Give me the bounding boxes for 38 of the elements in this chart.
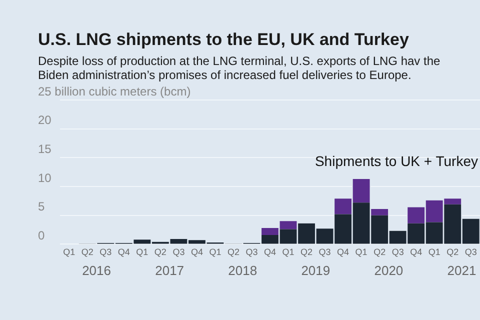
text: 2018 bbox=[228, 263, 258, 278]
x-tick-label: Q4 bbox=[264, 247, 276, 258]
y-tick-label: 5 bbox=[38, 200, 45, 214]
x-tick-label: Q3 bbox=[100, 247, 112, 258]
x-tick-label: Q2 bbox=[300, 247, 313, 258]
y-tick-label: 20 bbox=[38, 113, 52, 128]
text: 2019 bbox=[301, 263, 330, 278]
x-tick-label: Q1 bbox=[355, 247, 368, 258]
x-tick-label: Q3 bbox=[464, 247, 477, 258]
x-tick-label: Q3 bbox=[392, 247, 404, 258]
text: 2021 bbox=[447, 263, 476, 278]
y-tick-label: 25 billion cubic meters (bcm) bbox=[38, 84, 191, 98]
text: 2017 bbox=[155, 263, 184, 278]
x-tick-label: Q1 bbox=[136, 247, 148, 258]
text: 2020 bbox=[374, 263, 404, 278]
x-tick-label: Q2 bbox=[154, 247, 166, 258]
y-tick-label: 15 bbox=[38, 142, 52, 156]
x-tick-label: Q3 bbox=[246, 247, 258, 258]
x-tick-label: Q1 bbox=[282, 247, 294, 258]
x-tick-label: Q1 bbox=[209, 247, 222, 258]
x-tick-label: Q4 bbox=[118, 247, 130, 258]
x-tick-label: Q2 bbox=[227, 247, 240, 258]
x-tick-label: Q1 bbox=[63, 247, 76, 258]
x-tick-label: Q4 bbox=[190, 247, 203, 258]
x-tick-label: Q4 bbox=[337, 247, 350, 258]
x-tick-label: Q2 bbox=[446, 247, 459, 258]
y-tick-label: 10 bbox=[38, 170, 52, 185]
x-tick-label: Q2 bbox=[81, 247, 94, 258]
x-tick-label: Q3 bbox=[318, 247, 331, 258]
chart-title: U.S. LNG shipments to the EU, UK and Turkey bbox=[38, 30, 410, 50]
x-tick-label: Q4 bbox=[410, 247, 422, 258]
x-tick-label: Q2 bbox=[374, 247, 386, 258]
text: Shipments to UK + Turkey bbox=[314, 152, 478, 169]
y-tick-label: 0 bbox=[38, 228, 45, 243]
x-tick-label: Q1 bbox=[428, 247, 440, 258]
x-tick-label: Q3 bbox=[172, 247, 185, 258]
text: 2016 bbox=[82, 263, 111, 278]
chart-subtitle: Despite loss of production at the LNG terminal, U.S. exports of LNG hav the Biden administration’s promises of increased fuel deliveries to Europe. bbox=[38, 54, 442, 82]
